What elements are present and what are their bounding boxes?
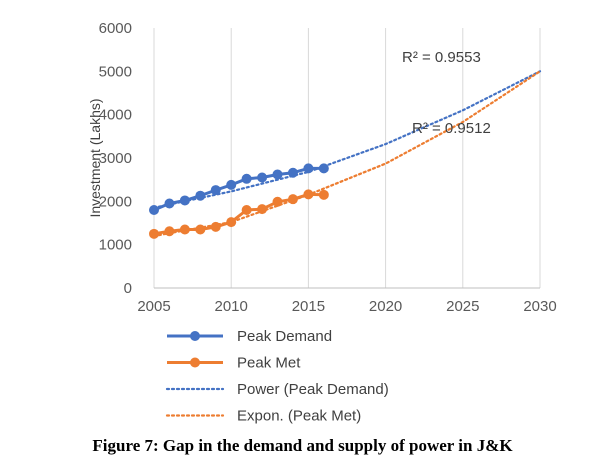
chart: 2005 2010 2015 2020 2025 2030 0 1000 2000 3000 40… — [87, 20, 557, 425]
data-point-peak-demand — [164, 198, 175, 209]
data-point-peak-demand — [210, 185, 221, 196]
data-point-peak-met — [241, 205, 252, 215]
series — [149, 163, 329, 239]
data-point-peak-met — [287, 194, 298, 205]
x-tick-label: 2010 — [215, 298, 248, 315]
y-tick-label: 1000 — [99, 237, 132, 254]
data-point-peak-met — [195, 224, 206, 235]
data-point-peak-met — [257, 204, 268, 215]
data-point-peak-met — [164, 226, 175, 237]
data-point-peak-met — [149, 228, 159, 239]
y-tick-label: 0 — [124, 280, 132, 297]
data-point-peak-met — [210, 221, 221, 232]
y-tick-label: 4000 — [99, 107, 132, 124]
r-squared-label: R² = 0.9553 — [402, 49, 481, 66]
data-point-peak-met — [318, 189, 329, 200]
data-point-peak-demand — [287, 167, 298, 178]
r-squared-label: R² = 0.9512 — [412, 120, 491, 137]
data-point-peak-met — [272, 196, 283, 207]
data-point-peak-demand — [272, 169, 283, 180]
x-tick-label: 2025 — [446, 298, 479, 315]
legend-label: Peak Met — [237, 355, 301, 372]
data-point-peak-demand — [303, 163, 314, 174]
legend-item: Expon. (Peak Met) — [165, 408, 361, 425]
legend-marker — [190, 357, 200, 368]
data-point-peak-demand — [179, 195, 190, 206]
r-squared-labels: R² = 0.9553 R² = 0.9512 — [402, 49, 491, 137]
x-tick-label: 2030 — [523, 298, 556, 315]
x-tick-label: 2020 — [369, 298, 402, 315]
y-axis-title: Investment (Lakhs) — [87, 98, 103, 217]
legend-label: Peak Demand — [237, 328, 332, 345]
data-point-peak-demand — [257, 172, 268, 183]
legend: Peak Demand Peak Met Power (Peak Demand) Ex… — [165, 328, 389, 425]
y-axis-ticks: 0 1000 2000 3000 4000 5000 6000 — [99, 20, 132, 297]
trendline-expon-peak-met — [152, 70, 542, 238]
y-tick-label: 3000 — [99, 150, 132, 167]
legend-item: Power (Peak Demand) — [165, 381, 389, 398]
data-point-peak-demand — [241, 173, 252, 184]
data-point-peak-met — [226, 217, 237, 228]
trendlines — [152, 70, 542, 238]
legend-label: Expon. (Peak Met) — [237, 408, 361, 425]
x-tick-label: 2005 — [137, 298, 170, 315]
y-tick-label: 2000 — [99, 193, 132, 210]
data-point-peak-demand — [195, 190, 206, 201]
data-point-peak-demand — [149, 205, 159, 215]
legend-marker — [190, 331, 200, 341]
legend-item: Peak Demand — [167, 328, 332, 345]
data-point-peak-met — [303, 189, 314, 200]
x-axis-ticks: 2005 2010 2015 2020 2025 2030 — [137, 298, 556, 315]
x-tick-label: 2015 — [292, 298, 325, 315]
y-tick-label: 6000 — [99, 20, 132, 37]
figure-caption: Figure 7: Gap in the demand and supply o… — [92, 436, 513, 455]
data-point-peak-demand — [318, 163, 329, 174]
data-point-peak-demand — [226, 179, 237, 190]
legend-label: Power (Peak Demand) — [237, 381, 389, 398]
data-point-peak-met — [179, 224, 190, 235]
y-tick-label: 5000 — [99, 63, 132, 80]
legend-item: Peak Met — [167, 355, 301, 372]
